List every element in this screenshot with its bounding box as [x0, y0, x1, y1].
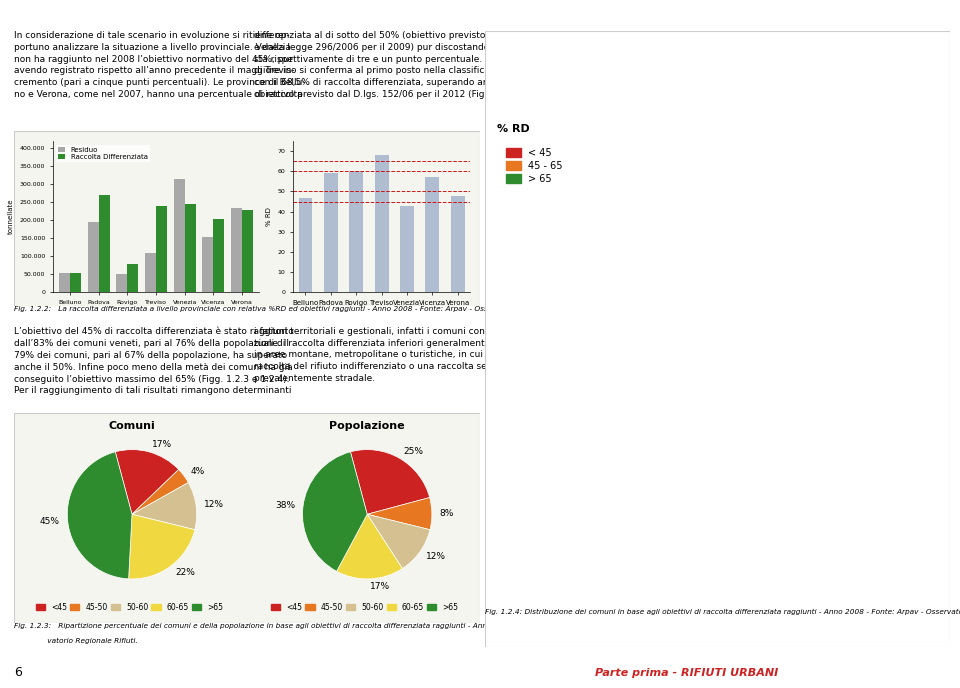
Bar: [70, 272, 81, 292]
Bar: [451, 195, 465, 292]
Bar: [184, 204, 196, 292]
Bar: [324, 173, 338, 292]
Text: vatorio Regionale Rifiuti.: vatorio Regionale Rifiuti.: [14, 638, 138, 644]
Bar: [156, 206, 167, 292]
Text: 38%: 38%: [276, 502, 296, 510]
Text: Parte prima - RIFIUTI URBANI: Parte prima - RIFIUTI URBANI: [595, 667, 779, 678]
Legend: <45, 45-50, 50-60, 60-65, >65: <45, 45-50, 50-60, 60-65, >65: [271, 603, 459, 612]
Bar: [400, 206, 414, 292]
Text: 8%: 8%: [440, 509, 454, 518]
Wedge shape: [132, 469, 188, 514]
Text: In considerazione di tale scenario in evoluzione si ritiene op-
portuno analizza: In considerazione di tale scenario in ev…: [14, 31, 306, 99]
Text: differenziata al di sotto del 50% (obiettivo previsto dal PRGRU
e dalla legge 29: differenziata al di sotto del 50% (obiet…: [254, 31, 542, 99]
Bar: [87, 222, 99, 292]
Y-axis label: tonnellate: tonnellate: [9, 199, 14, 235]
Wedge shape: [129, 514, 195, 579]
Bar: [116, 275, 128, 292]
Bar: [242, 210, 252, 292]
Bar: [374, 155, 389, 292]
Text: i fattori territoriali e gestionali, infatti i comuni con le percen-
tuali di ra: i fattori territoriali e gestionali, inf…: [254, 327, 538, 383]
Text: 17%: 17%: [371, 582, 391, 591]
Bar: [128, 264, 138, 292]
Legend: < 45, 45 - 65, > 65: < 45, 45 - 65, > 65: [502, 144, 566, 188]
Title: Comuni: Comuni: [108, 421, 156, 431]
Legend: <45, 45-50, 50-60, 60-65, >65: <45, 45-50, 50-60, 60-65, >65: [36, 603, 224, 612]
Bar: [174, 179, 184, 292]
Bar: [213, 219, 225, 292]
Text: 12%: 12%: [426, 552, 446, 561]
Wedge shape: [367, 514, 430, 568]
Legend: Residuo, Raccolta Differenziata: Residuo, Raccolta Differenziata: [57, 144, 150, 162]
Bar: [299, 197, 312, 292]
Wedge shape: [337, 514, 402, 579]
Text: 4%: 4%: [190, 466, 204, 475]
Text: 6: 6: [14, 666, 22, 679]
Wedge shape: [67, 452, 132, 579]
Wedge shape: [302, 452, 367, 571]
Title: Popolazione: Popolazione: [329, 421, 405, 431]
Bar: [349, 171, 363, 292]
Bar: [231, 208, 242, 292]
Text: 25%: 25%: [403, 447, 423, 456]
Bar: [145, 252, 156, 292]
Bar: [425, 178, 440, 292]
Wedge shape: [367, 497, 432, 530]
Text: 17%: 17%: [152, 440, 172, 449]
Wedge shape: [132, 482, 197, 530]
Text: Fig. 1.2.3:   Ripartizione percentuale dei comuni e della popolazione in base ag: Fig. 1.2.3: Ripartizione percentuale dei…: [14, 623, 598, 629]
Text: L’obiettivo del 45% di raccolta differenziata è stato raggiunto
dall’83% dei com: L’obiettivo del 45% di raccolta differen…: [14, 327, 294, 396]
Text: Fig. 1.2.4: Distribuzione dei comuni in base agli obiettivi di raccolta differen: Fig. 1.2.4: Distribuzione dei comuni in …: [485, 609, 960, 615]
Text: 22%: 22%: [175, 568, 195, 577]
Y-axis label: % RD: % RD: [266, 207, 272, 226]
Text: 45%: 45%: [40, 517, 60, 526]
Wedge shape: [115, 450, 179, 514]
Text: Fig. 1.2.2:   La raccolta differenziata a livello provinciale con relativa %RD e: Fig. 1.2.2: La raccolta differenziata a …: [14, 306, 587, 312]
Bar: [60, 272, 70, 292]
Text: % RD: % RD: [497, 124, 530, 134]
Text: 7: 7: [937, 666, 946, 679]
Text: 12%: 12%: [204, 500, 224, 509]
Bar: [203, 237, 213, 292]
Wedge shape: [350, 450, 430, 514]
Bar: [99, 195, 109, 292]
